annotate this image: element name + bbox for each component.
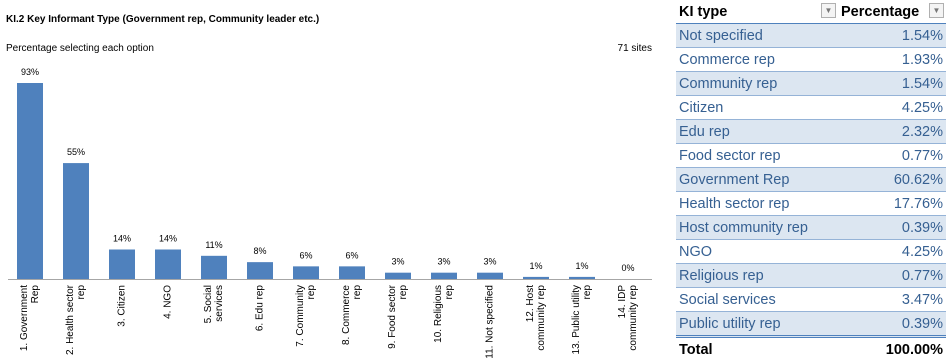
value-label: 6% <box>299 250 312 260</box>
chart-title: KI.2 Key Informant Type (Government rep,… <box>6 14 319 25</box>
table-row: Community rep 1.54% <box>676 71 946 96</box>
bar <box>155 249 181 279</box>
x-tick-label: 14. IDP community rep <box>617 285 639 351</box>
table-cell: Social services <box>676 287 838 312</box>
bar <box>523 276 549 279</box>
table-cell: 1.54% <box>838 71 946 96</box>
table-cell: 100.00% <box>838 335 946 360</box>
x-tick-label: 8. Commerce rep <box>341 285 363 346</box>
table-cell: Edu rep <box>676 119 838 144</box>
table-row: Public utility rep 0.39% <box>676 311 946 337</box>
table-row: Food sector rep 0.77% <box>676 143 946 168</box>
bar <box>569 276 595 279</box>
bar <box>339 266 365 279</box>
table-row: Commerce rep 1.93% <box>676 47 946 72</box>
table-row: Social services 3.47% <box>676 287 946 312</box>
table-cell: 1.93% <box>838 47 946 72</box>
bar <box>109 249 135 279</box>
x-tick-label: 10. Religious rep <box>433 285 455 343</box>
filter-button[interactable]: ▼ <box>821 3 836 18</box>
x-tick-label: 11. Not specified <box>484 285 496 359</box>
x-tick-label: 13. Public utility rep <box>571 285 593 355</box>
header-text: KI type <box>679 3 728 20</box>
value-label: 6% <box>345 250 358 260</box>
table-cell: Total <box>676 335 838 360</box>
value-label: 3% <box>437 257 450 267</box>
chart: KI.2 Key Informant Type (Government rep,… <box>6 14 652 280</box>
value-label: 55% <box>67 147 85 157</box>
header-cell: KI type ▼ <box>676 0 838 24</box>
x-tick-label: 2. Health sector rep <box>65 285 87 356</box>
value-label: 3% <box>391 257 404 267</box>
x-tick-label: 3. Citizen <box>116 285 128 327</box>
header-cell: Percentage ▼ <box>838 0 946 24</box>
value-label: 1% <box>575 261 588 271</box>
table-cell: 17.76% <box>838 191 946 216</box>
value-label: 14% <box>113 233 131 243</box>
ki-table: KI type ▼ Percentage ▼ Not specified 1.54% C… <box>676 0 946 360</box>
table-row: Host community rep 0.39% <box>676 215 946 240</box>
value-label: 8% <box>253 246 266 256</box>
table-cell: Public utility rep <box>676 311 838 337</box>
x-tick-label: 12. Host community rep <box>525 285 547 351</box>
table-cell: Food sector rep <box>676 143 838 168</box>
table-cell: Commerce rep <box>676 47 838 72</box>
value-label: 1% <box>529 261 542 271</box>
table-row: Total 100.00% <box>676 335 946 360</box>
table-cell: 4.25% <box>838 239 946 264</box>
value-label: 3% <box>483 257 496 267</box>
table-row: NGO 4.25% <box>676 239 946 264</box>
table-cell: NGO <box>676 239 838 264</box>
value-label: 93% <box>21 67 39 77</box>
site-count: 71 sites <box>618 43 652 54</box>
x-tick-label: 1. Government Rep <box>19 285 41 352</box>
table-row: Edu rep 2.32% <box>676 119 946 144</box>
bar <box>17 83 43 279</box>
table-row: Citizen 4.25% <box>676 95 946 120</box>
header-text: Percentage <box>841 3 920 20</box>
table-cell: Religious rep <box>676 263 838 288</box>
value-label: 11% <box>205 240 222 250</box>
value-label: 14% <box>159 233 177 243</box>
table-row: Health sector rep 17.76% <box>676 191 946 216</box>
table-cell: 0.39% <box>838 215 946 240</box>
filter-button[interactable]: ▼ <box>929 3 944 18</box>
bar <box>431 272 457 279</box>
header-row: KI type ▼ Percentage ▼ <box>676 0 946 24</box>
table-cell: 0.77% <box>838 143 946 168</box>
x-tick-label: 9. Food sector rep <box>387 285 409 349</box>
table-cell: Health sector rep <box>676 191 838 216</box>
bar <box>385 272 411 279</box>
table-cell: Government Rep <box>676 167 838 192</box>
table-row: Religious rep 0.77% <box>676 263 946 288</box>
bar <box>293 266 319 279</box>
table-cell: 2.32% <box>838 119 946 144</box>
table-cell: 1.54% <box>838 23 946 48</box>
bar <box>63 163 89 279</box>
x-tick-label: 6. Edu rep <box>254 285 266 332</box>
table-cell: 3.47% <box>838 287 946 312</box>
x-tick-label: 4. NGO <box>162 285 174 319</box>
table-row: Government Rep 60.62% <box>676 167 946 192</box>
x-tick-label: 7. Community rep <box>295 285 317 347</box>
table-cell: Citizen <box>676 95 838 120</box>
table-cell: 4.25% <box>838 95 946 120</box>
table-cell: 0.77% <box>838 263 946 288</box>
table-cell: 60.62% <box>838 167 946 192</box>
chart-subtitle: Percentage selecting each option <box>6 43 154 54</box>
table-cell: Host community rep <box>676 215 838 240</box>
table-cell: 0.39% <box>838 311 946 337</box>
table-row: Not specified 1.54% <box>676 23 946 48</box>
bar <box>247 262 273 279</box>
table-cell: Not specified <box>676 23 838 48</box>
value-label: 0% <box>621 263 634 273</box>
bar <box>201 255 227 279</box>
x-tick-label: 5. Social services <box>203 285 225 324</box>
bar <box>477 272 503 279</box>
table-cell: Community rep <box>676 71 838 96</box>
